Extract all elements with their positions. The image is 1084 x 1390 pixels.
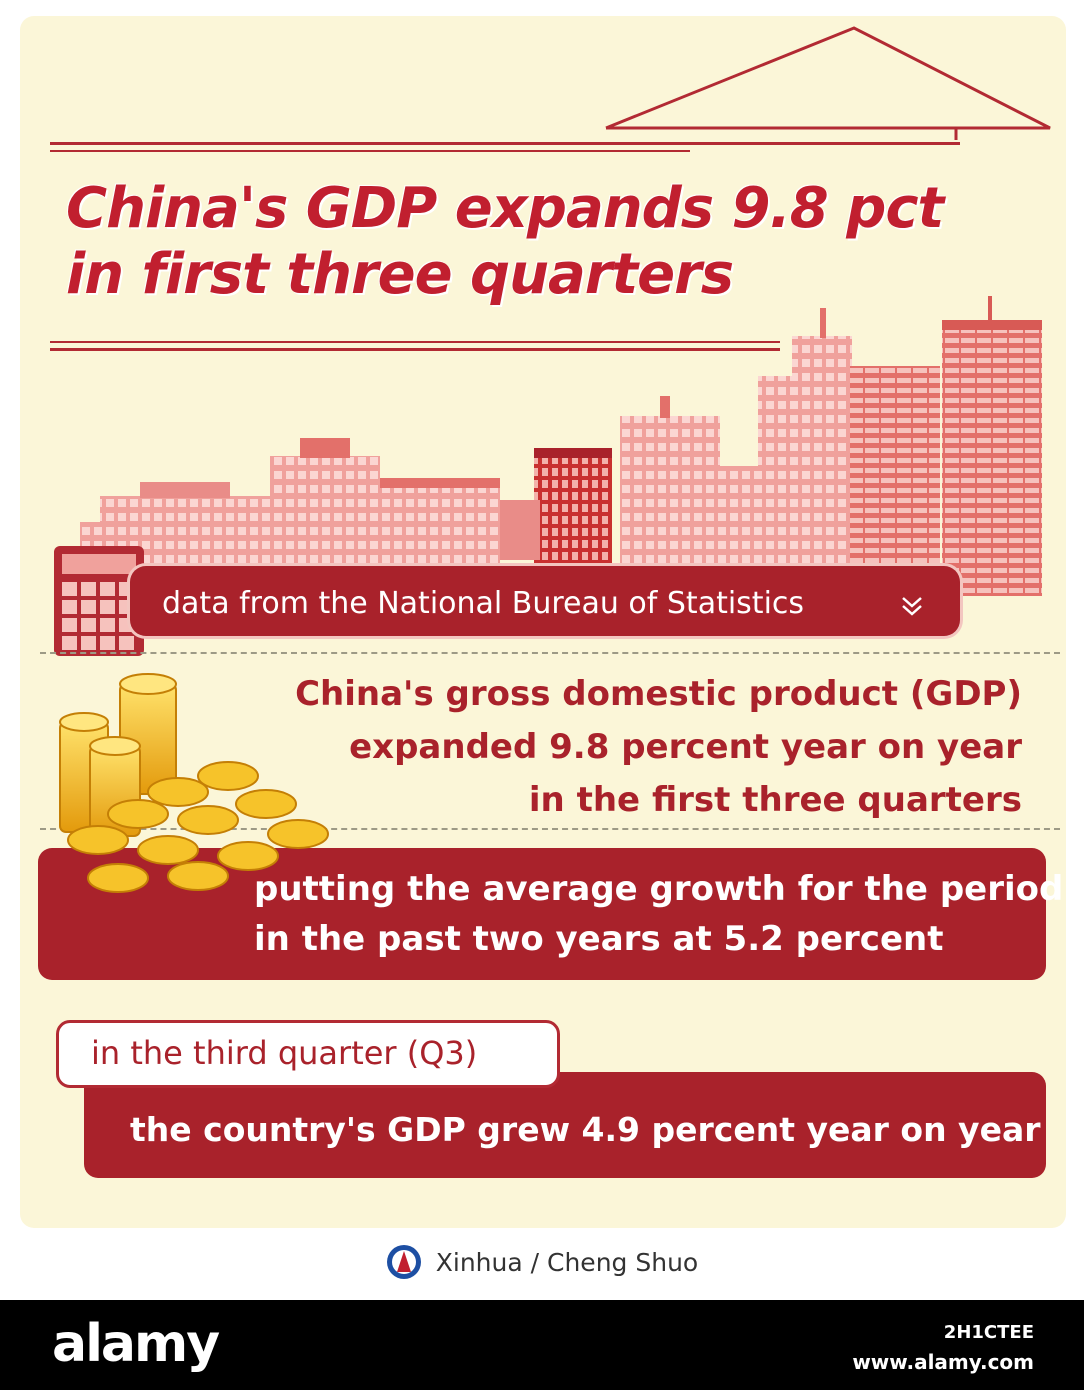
footer-image-id: 2H1CTEE xyxy=(943,1322,1034,1343)
roof-arrow-outline xyxy=(605,26,1051,140)
gdp-statement: China's gross domestic product (GDP) exp… xyxy=(222,668,1022,827)
gdp-line-1: China's gross domestic product (GDP) xyxy=(295,674,1022,714)
double-chevron-down-icon xyxy=(902,597,922,616)
dashed-divider-1 xyxy=(40,652,1060,654)
gdp-line-3: in the first three quarters xyxy=(528,780,1022,820)
dashed-divider-2 xyxy=(40,828,1060,830)
q3-growth-text: the country's GDP grew 4.9 percent year … xyxy=(130,1110,1041,1149)
source-banner xyxy=(130,566,960,636)
average-line-2: in the past two years at 5.2 percent xyxy=(254,919,944,959)
gdp-line-2: expanded 9.8 percent year on year xyxy=(349,727,1022,767)
source-text: data from the National Bureau of Statist… xyxy=(162,586,805,621)
top-rule-thin xyxy=(50,150,690,152)
top-rule xyxy=(50,142,960,145)
average-line-1: putting the average growth for the perio… xyxy=(254,869,1064,909)
footer-url: www.alamy.com xyxy=(852,1350,1034,1374)
q3-label: in the third quarter (Q3) xyxy=(56,1020,560,1088)
title-line-2: in first three quarters xyxy=(66,242,734,307)
credit-line: Xinhua / Cheng Shuo xyxy=(0,1240,1084,1284)
page-title: China's GDP expands 9.8 pct in first thr… xyxy=(66,176,1046,308)
city-skyline-illustration xyxy=(80,296,1042,596)
credit-text: Xinhua / Cheng Shuo xyxy=(435,1247,699,1277)
title-line-1: China's GDP expands 9.8 pct xyxy=(66,176,944,241)
infographic-poster: China's GDP expands 9.8 pct in first thr… xyxy=(20,16,1066,1228)
title-underline-thin xyxy=(50,341,780,343)
xinhua-logo-icon xyxy=(386,1245,421,1279)
watermark-footer xyxy=(0,1300,1084,1390)
average-growth-text: putting the average growth for the perio… xyxy=(254,864,1064,964)
gold-coins-illustration xyxy=(59,673,329,893)
footer-brand: alamy xyxy=(52,1314,220,1374)
title-underline xyxy=(50,348,780,351)
q3-banner xyxy=(84,1072,1046,1178)
